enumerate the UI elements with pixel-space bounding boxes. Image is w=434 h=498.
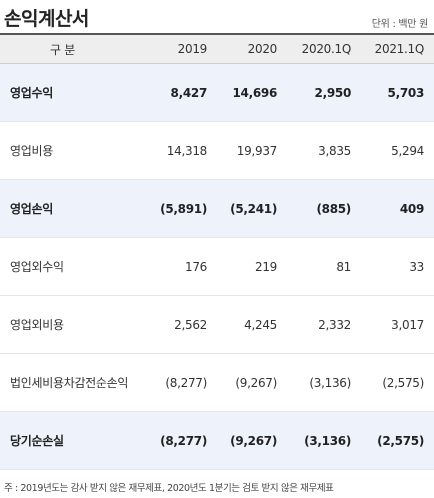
cell-value: 14,696 xyxy=(232,85,277,100)
header-category: 구 분 xyxy=(50,42,75,57)
cell-value: (5,241) xyxy=(230,201,277,216)
cell-value: (3,136) xyxy=(309,375,351,390)
row-label: 법인세비용차감전순손익 xyxy=(10,376,129,390)
cell-value: (8,277) xyxy=(165,375,207,390)
cell-value: 3,017 xyxy=(391,317,424,332)
cell-value: 219 xyxy=(254,259,277,274)
table-row-non-operating-expense: 영업외비용 2,562 4,245 2,332 3,017 xyxy=(0,296,434,354)
cell-value: (8,277) xyxy=(160,433,207,448)
header-col-2020-1q: 2020.1Q xyxy=(301,42,352,56)
footnote: 주 : 2019년도는 감사 받지 않은 재무제표, 2020년도 1분기는 검… xyxy=(4,483,334,494)
header-col-2021-1q: 2021.1Q xyxy=(374,42,425,56)
cell-value: 2,950 xyxy=(314,85,352,100)
cell-value: 14,318 xyxy=(166,143,208,158)
cell-value: (2,575) xyxy=(382,375,424,390)
table-row-net-loss: 당기순손실 (8,277) (9,267) (3,136) (2,575) xyxy=(0,412,434,470)
cell-value: (885) xyxy=(316,201,351,216)
header-col-2020: 2020 xyxy=(247,42,278,56)
cell-value: 409 xyxy=(399,201,424,216)
cell-value: 33 xyxy=(409,259,424,274)
row-label: 영업외수익 xyxy=(10,260,64,274)
row-label: 영업수익 xyxy=(10,86,53,100)
page-title: 손익계산서 xyxy=(4,8,89,30)
table-row-operating-expense: 영업비용 14,318 19,937 3,835 5,294 xyxy=(0,122,434,180)
cell-value: 19,937 xyxy=(236,143,278,158)
cell-value: (2,575) xyxy=(377,433,424,448)
cell-value: 5,703 xyxy=(387,85,425,100)
row-label: 영업비용 xyxy=(10,144,53,158)
cell-value: (9,267) xyxy=(235,375,277,390)
row-label: 당기순손실 xyxy=(10,434,64,448)
header-col-2019: 2019 xyxy=(177,42,208,56)
cell-value: 8,427 xyxy=(170,85,208,100)
cell-value: 5,294 xyxy=(391,143,424,158)
table-row-non-operating-revenue: 영업외수익 176 219 81 33 xyxy=(0,238,434,296)
row-label: 영업손익 xyxy=(10,202,53,216)
cell-value: 2,332 xyxy=(318,317,351,332)
row-label: 영업외비용 xyxy=(10,318,64,332)
cell-value: (3,136) xyxy=(304,433,351,448)
table-header-row: 구 분 2019 2020 2020.1Q 2021.1Q xyxy=(0,35,434,64)
table-row-operating-income: 영업손익 (5,891) (5,241) (885) 409 xyxy=(0,180,434,238)
table-row-operating-revenue: 영업수익 8,427 14,696 2,950 5,703 xyxy=(0,64,434,122)
cell-value: (9,267) xyxy=(230,433,277,448)
cell-value: 3,835 xyxy=(318,143,351,158)
cell-value: 4,245 xyxy=(244,317,277,332)
cell-value: (5,891) xyxy=(160,201,207,216)
cell-value: 176 xyxy=(184,259,207,274)
cell-value: 2,562 xyxy=(174,317,207,332)
table-row-pretax-income: 법인세비용차감전순손익 (8,277) (9,267) (3,136) (2,5… xyxy=(0,354,434,412)
unit-label: 단위 : 백만 원 xyxy=(371,19,429,30)
cell-value: 81 xyxy=(336,259,351,274)
income-statement-table: 구 분 2019 2020 2020.1Q 2021.1Q 영업수익 8,427… xyxy=(0,33,434,470)
